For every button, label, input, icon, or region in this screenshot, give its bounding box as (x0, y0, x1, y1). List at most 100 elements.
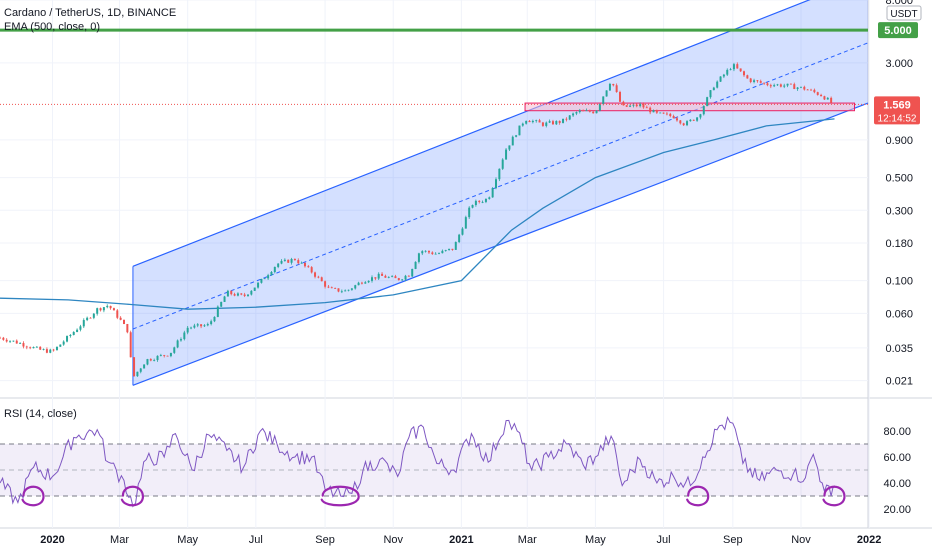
candle-body (374, 277, 377, 279)
candle-body (525, 120, 528, 124)
price-tick-label: 8.000 (885, 0, 913, 7)
candle-body (200, 324, 203, 327)
candle-body (243, 294, 246, 296)
candle-body (173, 347, 176, 353)
candle-body (39, 346, 42, 350)
candle-body (531, 120, 534, 123)
time-axis[interactable]: 2020 Mar May Jul Sep Nov 2021 Mar May Jul Sep Nov 20… (40, 534, 881, 546)
candle-body (270, 272, 273, 276)
rsi-circle-marker (686, 485, 710, 507)
price-axis[interactable]: 8.000 3.000 0.900 0.500 0.300 0.180 0.100 0.060… (885, 0, 922, 388)
candle-body (672, 116, 675, 119)
time-tick-label: 2020 (40, 534, 64, 546)
candle-body (535, 120, 538, 122)
rsi-circle-annotations[interactable] (21, 485, 846, 507)
candle-body (69, 334, 72, 337)
candle-body (9, 340, 12, 342)
rsi-title[interactable]: RSI (14, close) (4, 408, 77, 420)
candle-body (347, 289, 350, 291)
support-zone[interactable] (524, 102, 855, 112)
time-tick-label: Sep (723, 534, 743, 546)
candle-body (193, 325, 196, 328)
candle-body (796, 87, 799, 90)
candle-body (143, 364, 146, 369)
candle-body (186, 327, 189, 333)
countdown-label: 12:14:52 (878, 113, 917, 124)
time-tick-label: 2022 (857, 534, 881, 546)
candle-body (505, 149, 508, 160)
symbol-title[interactable]: Cardano / TetherUS, 1D, BINANCE (4, 7, 177, 19)
candle-body (793, 84, 796, 90)
candle-body (803, 86, 806, 90)
candle-body (153, 360, 156, 361)
candle-body (551, 121, 554, 125)
candle-body (55, 346, 58, 351)
candle-body (5, 339, 8, 342)
candle-body (545, 122, 548, 126)
candle-body (163, 355, 166, 356)
candle-body (247, 294, 249, 296)
channel-middle-line (132, 42, 869, 330)
candle-body (35, 346, 38, 348)
candle-body (387, 276, 390, 278)
candle-body (645, 107, 648, 109)
candle-body (441, 250, 444, 254)
candle-body (79, 326, 82, 330)
candle-body (665, 113, 668, 115)
candle-body (712, 87, 715, 91)
candle-body (481, 201, 484, 203)
candle-body (652, 110, 655, 113)
candle-body (19, 343, 22, 344)
candle-body (675, 118, 678, 121)
candle-body (746, 75, 749, 79)
candle-body (696, 117, 699, 121)
candle-body (448, 248, 451, 251)
price-tick-label: 0.300 (885, 205, 913, 217)
candle-body (310, 267, 313, 273)
candle-body (468, 207, 471, 218)
price-tick-label: 0.180 (885, 238, 913, 250)
candle-body (615, 85, 618, 93)
time-tick-label: 2021 (449, 534, 473, 546)
candle-body (521, 123, 524, 126)
candle-body (806, 89, 809, 91)
candle-body (102, 307, 105, 311)
candle-body (478, 200, 481, 202)
candle-body (635, 104, 638, 107)
candle-body (639, 103, 642, 107)
candle-body (813, 89, 816, 93)
level-price-label: 5.000 (884, 25, 912, 37)
candle-body (42, 349, 45, 350)
candle-body (166, 355, 169, 357)
candle-body (716, 81, 719, 88)
candle-body (732, 64, 735, 70)
candle-body (592, 111, 595, 114)
candle-body (572, 113, 575, 116)
price-tick-label: 0.100 (885, 276, 913, 288)
candle-body (789, 83, 792, 85)
candle-body (702, 106, 705, 115)
candle-body (22, 343, 25, 347)
candle-body (769, 85, 772, 87)
candle-body (337, 288, 340, 292)
candle-body (655, 110, 658, 113)
rsi-circle-marker (822, 485, 846, 507)
rsi-tick-label: 20.00 (883, 504, 911, 516)
unit-label: USDT (890, 9, 917, 20)
candle-body (719, 76, 722, 82)
ema-legend[interactable]: EMA (500, close, 0) (4, 21, 100, 33)
candle-body (816, 92, 819, 95)
candle-body (159, 355, 162, 356)
candle-body (62, 341, 65, 345)
candle-body (314, 272, 317, 277)
candle-body (327, 286, 330, 288)
candle-body (223, 296, 226, 302)
price-tick-label: 0.035 (885, 343, 913, 355)
channel-upper-line (132, 0, 811, 267)
candle-body (106, 305, 109, 308)
candle-body (474, 200, 477, 206)
candle-body (612, 83, 615, 86)
parallel-channel[interactable] (132, 0, 869, 386)
rsi-axis[interactable]: 80.00 60.00 40.00 20.00 (883, 426, 911, 516)
